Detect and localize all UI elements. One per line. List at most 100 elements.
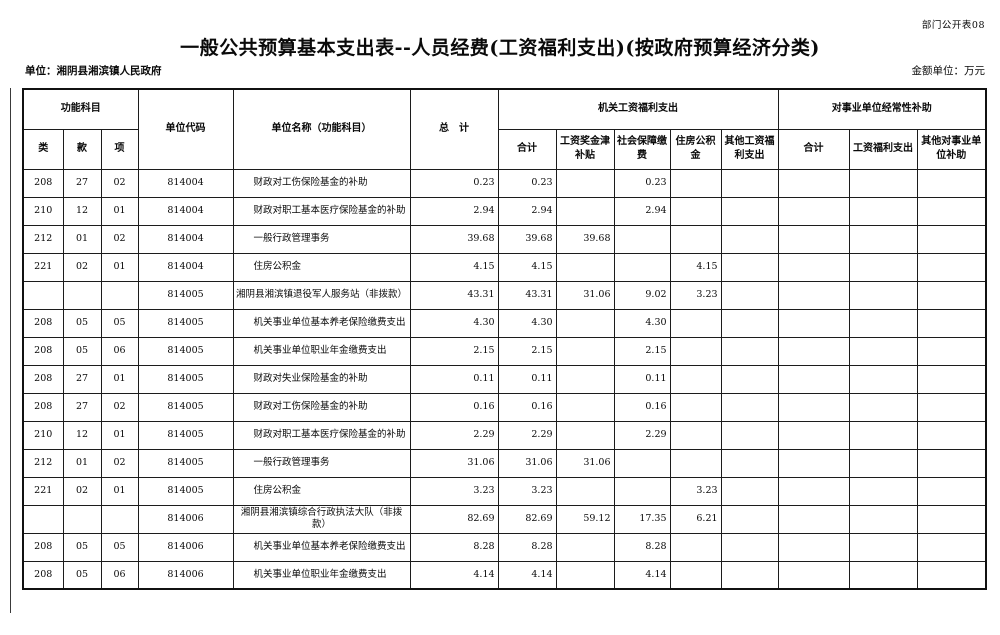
cell-amount <box>720 420 779 450</box>
cell-amount <box>777 252 850 282</box>
cell-kuan: 01 <box>62 448 102 478</box>
cell-xiang <box>100 504 139 534</box>
cell-unit-name: 湘阴县湘滨镇综合行政执法大队（非拨款） <box>232 504 411 534</box>
cell-unit-name: 财政对工伤保险基金的补助 <box>232 168 411 198</box>
cell-amount <box>720 392 779 422</box>
header-org-wage-total: 合计 <box>497 128 557 170</box>
cell-amount: 2.94 <box>409 196 499 226</box>
cell-amount <box>555 392 615 422</box>
cell-amount: 4.15 <box>669 252 722 282</box>
cell-unit-code: 814004 <box>137 252 234 282</box>
cell-kuan <box>62 504 102 534</box>
cell-xiang: 06 <box>100 336 139 366</box>
cell-amount: 4.30 <box>497 308 557 338</box>
cell-unit-code: 814005 <box>137 476 234 506</box>
header-subsidy-other: 其他对事业单位补助 <box>916 128 987 170</box>
cell-amount <box>669 392 722 422</box>
cell-unit-code: 814005 <box>137 420 234 450</box>
cell-unit-code: 814006 <box>137 504 234 534</box>
cell-amount: 4.15 <box>409 252 499 282</box>
cell-lei: 210 <box>22 420 64 450</box>
header-grand-total: 总 计 <box>409 88 499 170</box>
cell-amount <box>777 224 850 254</box>
table-row: 212 01 02 814004 一般行政管理事务 39.68 39.68 39.68 <box>22 224 987 254</box>
cell-xiang: 01 <box>100 364 139 394</box>
cell-amount: 82.69 <box>409 504 499 534</box>
cell-amount: 4.15 <box>497 252 557 282</box>
cell-amount <box>848 504 918 534</box>
page-title: 一般公共预算基本支出表--人员经费(工资福利支出)(按政府预算经济分类) <box>180 37 820 59</box>
cell-amount: 8.28 <box>497 532 557 562</box>
cell-kuan: 05 <box>62 532 102 562</box>
cell-amount: 0.23 <box>409 168 499 198</box>
cell-xiang: 01 <box>100 420 139 450</box>
cell-amount: 0.23 <box>613 168 671 198</box>
cell-unit-name: 住房公积金 <box>232 476 411 506</box>
cell-amount <box>720 364 779 394</box>
cell-amount <box>916 504 987 534</box>
table-row: 210 12 01 814005 财政对职工基本医疗保险基金的补助 2.29 2.29 2.2… <box>22 420 987 450</box>
cell-amount <box>669 420 722 450</box>
cell-amount: 8.28 <box>409 532 499 562</box>
cell-xiang: 01 <box>100 252 139 282</box>
cell-kuan: 02 <box>62 252 102 282</box>
cell-amount: 9.02 <box>613 280 671 310</box>
header-org-wage-group: 机关工资福利支出 <box>497 88 779 130</box>
cell-amount <box>848 308 918 338</box>
cell-amount <box>916 392 987 422</box>
cell-lei: 210 <box>22 196 64 226</box>
cell-unit-name: 机关事业单位职业年金缴费支出 <box>232 336 411 366</box>
cell-amount <box>916 196 987 226</box>
cell-amount <box>916 336 987 366</box>
cell-amount: 59.12 <box>555 504 615 534</box>
cell-xiang: 02 <box>100 168 139 198</box>
cell-xiang: 02 <box>100 224 139 254</box>
cell-amount <box>916 420 987 450</box>
cell-amount: 4.14 <box>409 560 499 590</box>
cell-amount <box>848 280 918 310</box>
cell-amount <box>777 280 850 310</box>
header-subsidy-total: 合计 <box>777 128 850 170</box>
cell-amount <box>848 252 918 282</box>
cell-amount <box>777 336 850 366</box>
cell-amount <box>916 532 987 562</box>
cell-amount: 2.15 <box>497 336 557 366</box>
cell-lei: 208 <box>22 392 64 422</box>
cell-amount <box>848 364 918 394</box>
cell-unit-code: 814004 <box>137 224 234 254</box>
cell-kuan: 01 <box>62 224 102 254</box>
cell-lei <box>22 504 64 534</box>
cell-amount <box>669 308 722 338</box>
cell-amount <box>848 224 918 254</box>
header-func-lei: 类 <box>22 128 64 170</box>
header-org-wage-housing: 住房公积金 <box>669 128 722 170</box>
cell-amount <box>555 560 615 590</box>
cell-unit-code: 814005 <box>137 364 234 394</box>
cell-amount <box>669 224 722 254</box>
header-func-kuan: 款 <box>62 128 102 170</box>
cell-amount: 3.23 <box>409 476 499 506</box>
cell-amount <box>555 476 615 506</box>
table-row: 208 27 02 814005 财政对工伤保险基金的补助 0.16 0.16 0.16 <box>22 392 987 422</box>
table-body: 208 27 02 814004 财政对工伤保险基金的补助 0.23 0.23 0.23 210… <box>22 168 987 590</box>
cell-amount <box>720 336 779 366</box>
cell-amount <box>916 364 987 394</box>
cell-xiang: 06 <box>100 560 139 590</box>
cell-amount <box>669 196 722 226</box>
cell-amount <box>848 532 918 562</box>
cell-kuan: 27 <box>62 364 102 394</box>
cell-unit-name: 住房公积金 <box>232 252 411 282</box>
cell-amount <box>916 224 987 254</box>
cell-amount <box>555 336 615 366</box>
cell-kuan: 05 <box>62 560 102 590</box>
unit-label: 单位：湘阴县湘滨镇人民政府 <box>25 65 162 77</box>
cell-amount <box>613 252 671 282</box>
cell-amount <box>555 252 615 282</box>
cell-amount <box>848 420 918 450</box>
table-row: 210 12 01 814004 财政对职工基本医疗保险基金的补助 2.94 2.94 2.9… <box>22 196 987 226</box>
cell-amount <box>916 448 987 478</box>
cell-amount: 0.16 <box>497 392 557 422</box>
cell-amount <box>720 308 779 338</box>
cell-amount: 2.15 <box>409 336 499 366</box>
